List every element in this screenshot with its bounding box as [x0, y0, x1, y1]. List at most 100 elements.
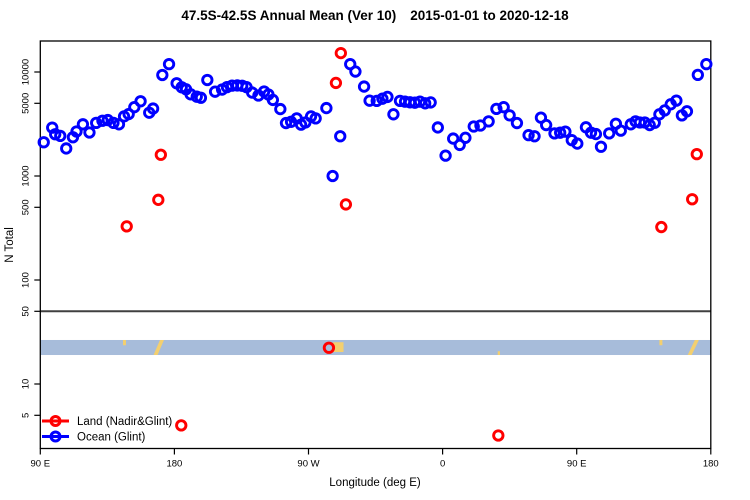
- ocean-point: [459, 131, 472, 144]
- land-point: [690, 148, 703, 161]
- ocean-point: [554, 126, 567, 139]
- ocean-point: [309, 112, 322, 125]
- ocean-point: [467, 120, 480, 133]
- x-tick-label: 0: [440, 459, 445, 470]
- ocean-point: [83, 126, 96, 139]
- ocean-point: [326, 169, 339, 183]
- x-axis-title: Longitude (deg E): [329, 477, 421, 489]
- ocean-point: [691, 68, 704, 82]
- x-tick-label: 90 E: [31, 459, 51, 470]
- ocean-point: [320, 101, 333, 115]
- legend-marker: [49, 415, 62, 427]
- land-patch-new-zealand-west: [153, 339, 164, 356]
- y-tick-label: 5: [20, 413, 31, 418]
- land-point: [154, 148, 167, 161]
- land-patch-new-zealand-east: [687, 339, 699, 356]
- y-tick-label: 5000: [20, 93, 31, 114]
- legend-label: Land (Nadir&Glint): [77, 416, 172, 428]
- ocean-point: [70, 125, 83, 138]
- land-point: [492, 429, 505, 442]
- ocean-point: [156, 68, 169, 82]
- x-tick-label: 180: [166, 459, 182, 470]
- y-tick-label: 50: [20, 306, 31, 317]
- y-tick-label: 1000: [20, 165, 31, 186]
- land-patch-tasmania-east: [659, 339, 663, 346]
- ocean-point: [349, 65, 362, 78]
- ocean-point: [603, 127, 616, 140]
- ocean-point: [370, 94, 383, 107]
- ocean-point: [60, 142, 73, 155]
- plot-border: [39, 40, 712, 450]
- land-point: [322, 341, 336, 354]
- ocean-point: [424, 96, 437, 109]
- land-point: [120, 220, 133, 233]
- chart-title-text: 47.5S-42.5S Annual Mean (Ver 10): [181, 8, 397, 23]
- plot-area: 90 E 180 90 W 0 90 E 180 5 10 50 100 500 1000 5000 10…: [20, 40, 719, 470]
- ocean-point: [184, 88, 197, 101]
- ocean-point: [522, 129, 535, 142]
- ocean-point: [439, 149, 452, 162]
- ocean-point: [490, 102, 503, 116]
- ocean-point: [387, 108, 400, 121]
- ocean-point: [528, 130, 541, 143]
- land-point: [655, 220, 668, 234]
- x-tick-label: 180: [703, 459, 719, 470]
- chart-title: 47.5S-42.5S Annual Mean (Ver 10) 2015-01-…: [0, 8, 750, 23]
- ocean-point: [559, 125, 572, 138]
- land-patch-south-america: [333, 342, 344, 353]
- ocean-point: [670, 94, 683, 107]
- ocean-point: [357, 80, 371, 93]
- ocean-point: [107, 116, 120, 130]
- land-point: [334, 46, 347, 60]
- map-band-ocean: [40, 339, 711, 356]
- ocean-point: [680, 105, 694, 118]
- ocean-point: [76, 118, 90, 131]
- y-tick-label: 500: [20, 199, 31, 215]
- land-patch-tasmania-west: [122, 339, 126, 346]
- ocean-point: [96, 114, 109, 127]
- y-axis-title: N Total: [4, 227, 16, 263]
- ocean-point: [571, 137, 584, 150]
- ocean-point: [548, 127, 561, 140]
- x-tick-label: 90 E: [567, 459, 587, 470]
- ocean-point: [482, 115, 495, 128]
- ocean-point: [510, 116, 524, 130]
- ocean-point: [134, 95, 147, 108]
- land-patch-prince-edward-islands: [497, 351, 500, 356]
- ocean-point: [90, 116, 103, 130]
- ocean-point: [208, 85, 222, 98]
- ocean-point: [614, 124, 627, 137]
- ocean-point: [447, 132, 460, 145]
- land-point: [152, 193, 165, 206]
- ocean-point: [363, 94, 376, 107]
- ocean-point: [194, 91, 208, 104]
- ocean-point: [54, 129, 67, 143]
- ocean-point: [37, 136, 50, 149]
- land-point: [339, 198, 353, 211]
- y-tick-label: 10: [20, 379, 31, 390]
- ocean-point: [334, 130, 347, 143]
- ocean-point: [274, 102, 287, 116]
- ocean-point: [589, 127, 603, 141]
- ocean-point: [419, 97, 432, 110]
- ocean-point: [381, 90, 394, 104]
- ocean-point: [146, 102, 160, 115]
- chart-date-range: 2015-01-01 to 2020-12-18: [410, 8, 569, 23]
- ocean-point: [700, 57, 713, 71]
- ocean-point: [162, 57, 176, 71]
- y-tick-label: 100: [20, 272, 31, 288]
- ocean-point: [497, 101, 510, 114]
- ocean-point: [266, 93, 280, 107]
- ocean-point: [453, 138, 466, 152]
- ocean-point: [246, 86, 259, 99]
- ocean-point: [201, 73, 214, 87]
- land-point: [175, 419, 188, 432]
- land-point: [686, 193, 699, 206]
- x-tick-label: 90 W: [297, 459, 319, 470]
- y-tick-label: 10000: [20, 59, 31, 85]
- ocean-point: [503, 109, 516, 122]
- legend-label: Ocean (Glint): [77, 432, 146, 444]
- ocean-point: [540, 118, 553, 132]
